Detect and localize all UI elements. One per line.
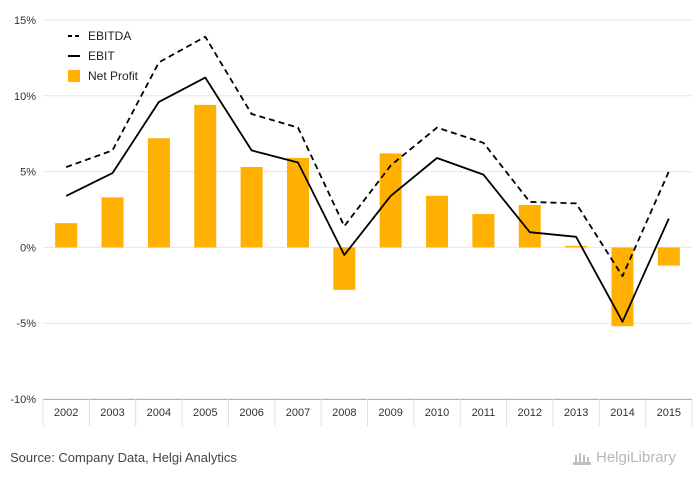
chart: -10%-5%0%5%10%15% 2002 2003 2004 2005 2006 20…: [10, 15, 693, 426]
x-tick-label: 2003: [100, 407, 124, 419]
legend-label: EBITDA: [88, 29, 131, 43]
net-profit-bar: [194, 104, 217, 248]
x-tick-label: 2005: [193, 407, 217, 419]
net-profit-bar: [101, 197, 124, 248]
y-tick-label: 0%: [20, 242, 36, 254]
x-tick-label: 2007: [286, 407, 310, 419]
net-profit-bar: [333, 247, 356, 290]
ebit-line: [65, 76, 670, 323]
y-tick-label: 15%: [14, 15, 36, 27]
x-tick-label: 2014: [610, 407, 634, 419]
x-tick-label: 2009: [378, 407, 402, 419]
x-tick-label: 2012: [518, 407, 542, 419]
gridlines: [43, 19, 692, 400]
y-axis-ticks: -10% -5% 0% 5% 10% 15%: [10, 15, 36, 406]
x-tick-label: 2011: [472, 407, 496, 419]
net-profit-bar: [240, 167, 263, 248]
source-note: Source: Company Data, Helgi Analytics: [10, 450, 237, 465]
logo-text: HelgiLibrary: [596, 449, 677, 466]
x-axis: 2002 2003 2004 2005 2006 2007 2008 2009 2010 2011…: [42, 399, 693, 426]
x-tick-label: 2015: [657, 407, 681, 419]
net-profit-bar: [286, 157, 309, 248]
x-tick-label: 2006: [239, 407, 263, 419]
net-profit-bar: [518, 204, 541, 248]
series-lines: [65, 35, 670, 323]
net-profit-bar: [147, 138, 170, 248]
net-profit-bar: [379, 153, 402, 248]
x-tick-label: 2008: [332, 407, 356, 419]
legend-label: Net Profit: [88, 69, 139, 83]
y-tick-label: -10%: [10, 394, 36, 406]
net-profit-bar: [472, 214, 495, 248]
net-profit-bar: [657, 247, 680, 266]
x-tick-label: 2002: [54, 407, 78, 419]
net-profit-bars: [55, 104, 680, 327]
y-tick-label: -5%: [16, 318, 36, 330]
x-tick-label: 2004: [147, 407, 171, 419]
helgi-library-logo: HelgiLibrary: [572, 449, 676, 466]
legend-label: EBIT: [88, 49, 115, 63]
x-tick-label: 2010: [425, 407, 449, 419]
net-profit-bar: [565, 245, 588, 248]
library-building-icon: [573, 452, 591, 465]
net-profit-bar: [55, 223, 78, 248]
y-tick-label: 10%: [14, 91, 36, 103]
y-tick-label: 5%: [20, 167, 36, 179]
legend: EBITDA EBIT Net Profit: [68, 29, 139, 83]
legend-swatch: [68, 70, 80, 82]
net-profit-bar: [426, 195, 449, 248]
x-tick-label: 2013: [564, 407, 588, 419]
